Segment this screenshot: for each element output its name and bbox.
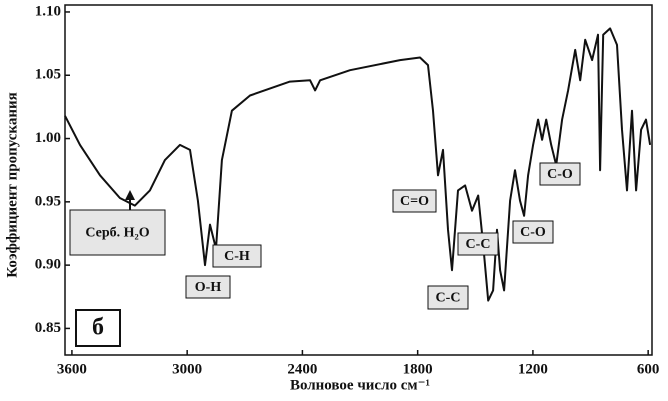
y-tick-label: 1.00: [35, 130, 61, 146]
y-axis-label: Коэффициент пропускания: [4, 92, 20, 277]
x-tick-label: 3000: [172, 361, 202, 377]
annotation: O-H: [195, 280, 222, 295]
annotation-box: [512, 220, 554, 244]
annotation-box: [427, 285, 469, 310]
annotation-box: [457, 232, 499, 256]
panel-box: [75, 309, 121, 347]
y-tick-label: 0.95: [35, 193, 61, 209]
annotation: C=O: [400, 194, 429, 209]
y-tick-label: 1.10: [35, 3, 61, 19]
y-tick-label: 0.90: [35, 257, 61, 273]
x-axis-label: Волновое число см⁻¹: [290, 377, 430, 393]
panel-label: б: [92, 315, 104, 341]
arrow-head: [125, 190, 135, 200]
y-tick-label: 1.05: [35, 67, 61, 83]
spectrum-line: [64, 27, 652, 302]
x-tick-label: 1800: [403, 361, 433, 377]
x-tick-label: 2400: [287, 361, 317, 377]
y-tick-label: 0.85: [35, 320, 61, 336]
annotation-box: [539, 162, 581, 186]
annotation: C-H: [224, 249, 250, 264]
x-tick-label: 600: [637, 361, 660, 377]
annotation: C-C: [466, 237, 491, 252]
annotation: Серб. H₂O: [85, 226, 149, 241]
annotation-box: [185, 275, 231, 299]
annotation-box: [392, 189, 437, 213]
annotation: C-C: [436, 291, 461, 306]
plot-frame: [64, 4, 653, 356]
annotation: C-O: [547, 167, 573, 182]
annotation-box: [212, 244, 262, 268]
annotation-box: [69, 209, 166, 256]
x-tick-label: 3600: [57, 361, 87, 377]
annotation: C-O: [520, 225, 546, 240]
x-tick-label: 1200: [518, 361, 548, 377]
